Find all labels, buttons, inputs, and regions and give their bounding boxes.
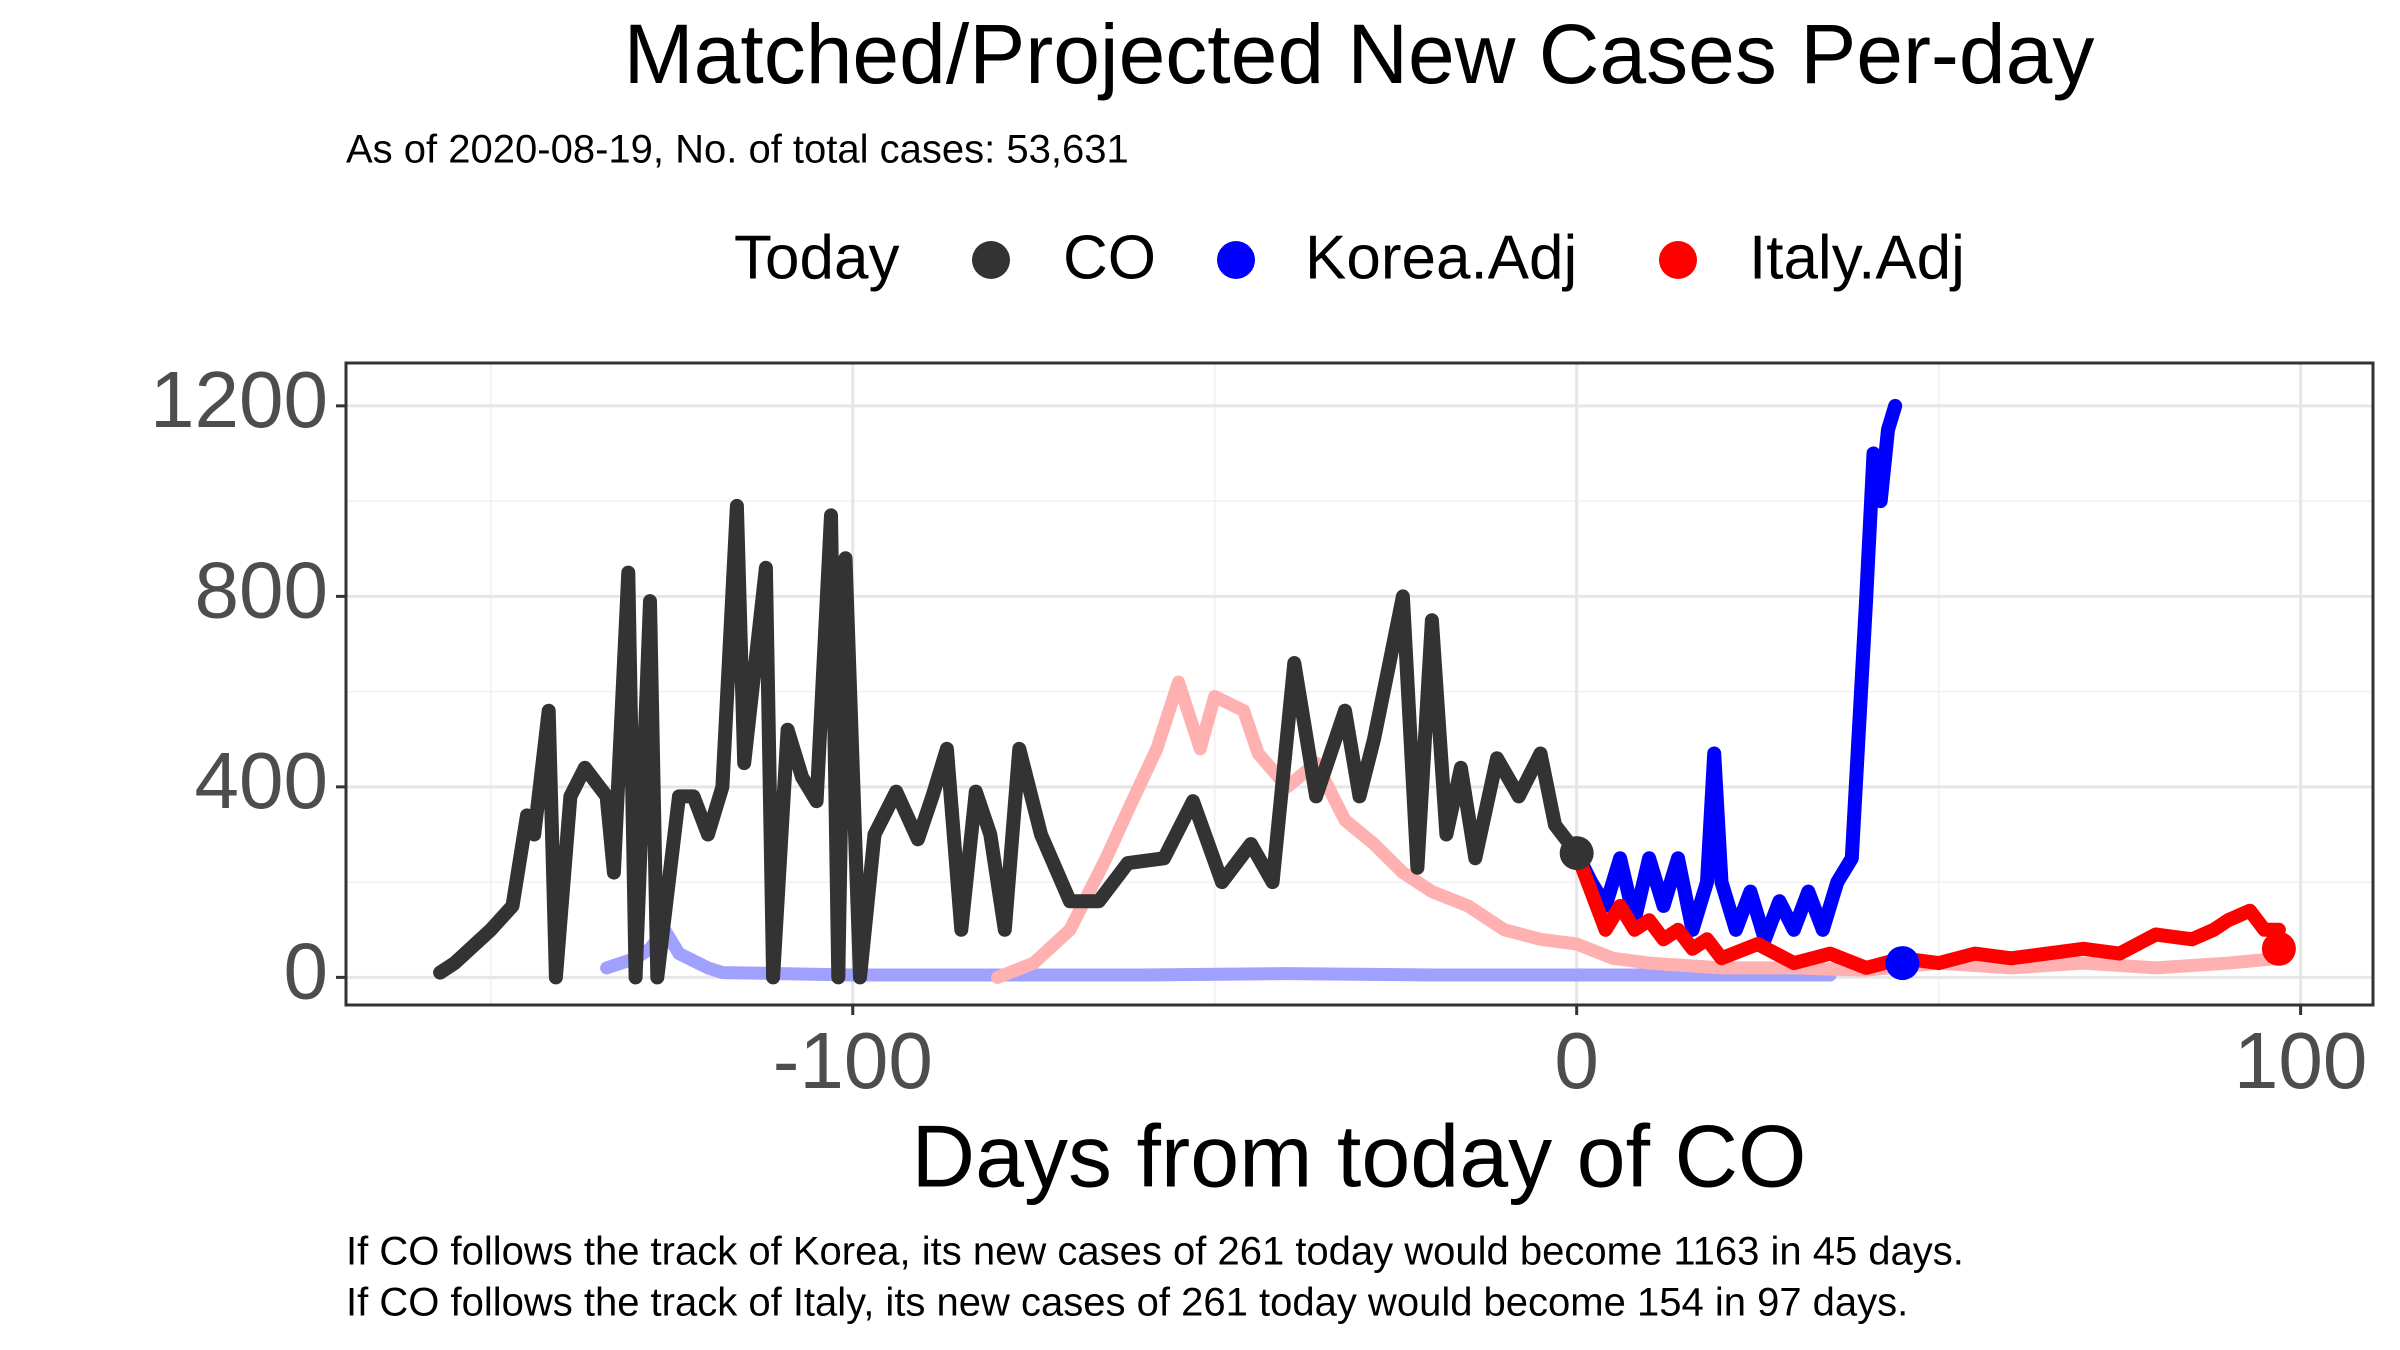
- series-line: [1569, 846, 2286, 975]
- series-line: [1569, 398, 1903, 947]
- legend-swatch: [1659, 241, 1697, 279]
- plot-border: [344, 361, 2375, 1007]
- series-line: [433, 498, 1584, 985]
- chart-title: Matched/Projected New Cases Per-day: [624, 7, 2095, 101]
- today-point: [1885, 946, 1920, 981]
- annotation: If CO follows the track of Korea, its ne…: [346, 1230, 1964, 1274]
- annotation: If CO follows the track of Italy, its ne…: [346, 1281, 1908, 1325]
- x-tick-label: -100: [773, 1016, 933, 1105]
- legend-swatch: [1217, 241, 1255, 279]
- y-tick-label: 1200: [150, 355, 328, 444]
- legend-label: Italy.Adj: [1749, 223, 1965, 292]
- y-tick-label: 0: [284, 927, 329, 1016]
- legend-swatch: [972, 241, 1010, 279]
- y-tick-label: 800: [195, 545, 328, 634]
- legend-label: CO: [1063, 223, 1156, 292]
- x-tick-label: 100: [2234, 1016, 2367, 1105]
- y-tick-label: 400: [195, 736, 328, 825]
- legend-label: Korea.Adj: [1305, 223, 1577, 292]
- x-axis-title: Days from today of CO: [912, 1106, 1807, 1205]
- chart-subtitle: As of 2020-08-19, No. of total cases: 53…: [346, 128, 1129, 172]
- x-tick-label: 0: [1554, 1016, 1599, 1105]
- legend-title: Today: [734, 223, 899, 292]
- today-point: [1559, 836, 1594, 871]
- today-point: [2261, 931, 2296, 966]
- plot-background: [346, 363, 2373, 1005]
